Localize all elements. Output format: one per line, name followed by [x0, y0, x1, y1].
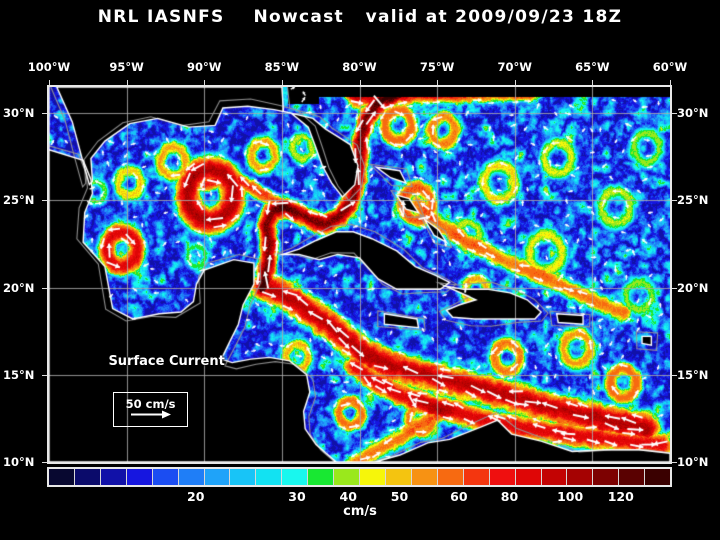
lon-tick-label: 65°W	[575, 60, 610, 74]
lon-tick-mark	[359, 80, 361, 85]
lon-tick-label: 90°W	[187, 60, 222, 74]
lon-tick-mark	[514, 80, 516, 85]
scale-legend-value: 50 cm/s	[125, 397, 176, 412]
lat-tick-label: 15°N	[677, 367, 709, 382]
lat-tick-mark	[42, 113, 47, 115]
colorbar-cell	[462, 469, 489, 485]
lat-tick-label: 15°N	[3, 367, 35, 382]
lon-tick-mark	[437, 80, 439, 85]
colorbar-cell	[540, 469, 567, 485]
colorbar-cell	[566, 469, 593, 485]
colorbar-cell	[359, 469, 385, 485]
colorbar-tick-label: 80	[500, 489, 519, 504]
lat-tick-label: 25°N	[677, 193, 709, 208]
colorbar-cell	[73, 469, 100, 485]
lat-tick-label: 10°N	[3, 455, 35, 469]
colorbar-tick-label: 40	[339, 489, 357, 504]
lat-tick-label: 30°N	[677, 106, 709, 121]
lat-tick-label: 10°N	[677, 455, 709, 469]
colorbar-tick-label: 100	[557, 489, 584, 504]
lat-tick-mark	[672, 374, 677, 376]
colorbar-cell	[49, 469, 74, 485]
lat-tick-mark	[42, 200, 47, 202]
colorbar-unit-label: cm/s	[343, 504, 377, 519]
colorbar-cell	[255, 469, 282, 485]
colorbar-tick-label: 50	[390, 489, 409, 504]
colorbar-tick-label: 30	[288, 489, 306, 504]
lat-tick-label: 20°N	[677, 280, 709, 295]
colorbar-cell	[410, 469, 437, 485]
lat-tick-mark	[42, 462, 47, 463]
lon-tick-mark	[126, 80, 128, 85]
lat-tick-label: 25°N	[3, 193, 35, 208]
surface-current-label: Surface Current	[108, 354, 225, 370]
scale-legend-box: 50 cm/s	[113, 392, 189, 428]
lon-tick-mark	[49, 80, 50, 85]
colorbar-cell	[333, 469, 360, 485]
lon-tick-label: 60°W	[652, 60, 688, 74]
colorbar-cell	[488, 469, 515, 485]
colorbar-tick-label: 20	[187, 489, 205, 504]
colorbar-cell	[644, 469, 671, 485]
lat-tick-mark	[42, 287, 47, 289]
colorbar-tick-label: 60	[450, 489, 468, 504]
lon-tick-mark	[670, 80, 671, 85]
colorbar-cell	[177, 469, 204, 485]
lon-tick-label: 80°W	[342, 60, 377, 74]
lon-tick-label: 75°W	[419, 60, 455, 74]
colorbar-cell	[592, 469, 619, 485]
colorbar-cell	[514, 469, 541, 485]
colorbar-tick-label: 120	[607, 489, 634, 504]
lat-tick-mark	[672, 287, 677, 289]
colorbar-cell	[229, 469, 256, 485]
lon-tick-mark	[592, 80, 594, 85]
colorbar-cell	[125, 469, 152, 485]
colorbar-cell	[281, 469, 308, 485]
colorbar-cell	[384, 469, 411, 485]
map-viewport	[49, 87, 670, 462]
colorbar-cell	[151, 469, 178, 485]
lon-tick-mark	[204, 80, 206, 85]
colorbar-cell	[436, 469, 463, 485]
lon-tick-label: 70°W	[497, 60, 532, 74]
colorbar-cell	[99, 469, 126, 485]
map-frame[interactable]: Surface Current 50 cm/s	[47, 85, 672, 464]
surface-current-raster	[49, 87, 670, 462]
colorbar-cell	[203, 469, 230, 485]
colorbar-cell	[618, 469, 645, 485]
lat-tick-mark	[672, 113, 677, 115]
lon-tick-label: 100°W	[27, 60, 71, 74]
lon-tick-label: 85°W	[264, 60, 300, 74]
lon-tick-label: 95°W	[109, 60, 144, 74]
arrow-right-icon	[130, 410, 171, 419]
lat-tick-mark	[42, 374, 47, 376]
colorbar-cell	[307, 469, 334, 485]
colorbar	[47, 467, 672, 487]
lat-tick-mark	[672, 462, 677, 463]
page-title: NRL IASNFS Nowcast valid at 2009/09/23 1…	[97, 7, 623, 27]
lat-tick-mark	[672, 200, 677, 202]
lon-tick-mark	[281, 80, 283, 85]
lat-tick-label: 30°N	[3, 106, 35, 121]
lat-tick-label: 20°N	[3, 280, 35, 295]
